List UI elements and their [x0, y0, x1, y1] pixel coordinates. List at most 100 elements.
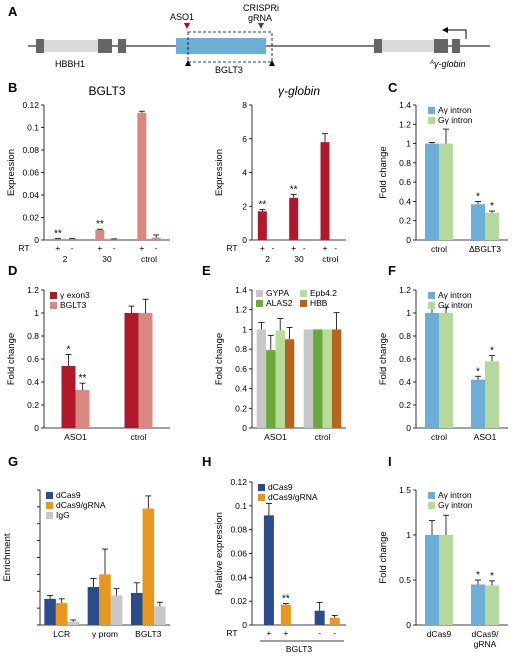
F-category-label: ASO1: [474, 432, 497, 442]
E-legend-label: HBB: [310, 298, 328, 308]
I-category-label: dCas9/: [472, 629, 500, 639]
chart-i: 0 0.5 1 1.5 Fold change dCas9 * * dCas9/gRNA Aγ i…: [378, 485, 508, 649]
E-legend-label: Epb4.2: [310, 288, 337, 298]
G-bar: [67, 621, 79, 625]
D-bar: [75, 390, 90, 428]
B2-bar: [320, 142, 330, 240]
hbbh1-label: HBBH1: [55, 59, 85, 69]
C-bar: [485, 213, 499, 240]
H-significance-mark: **: [282, 594, 290, 605]
D-legend-label: γ exon3: [60, 290, 90, 300]
G-bar: [44, 598, 56, 625]
B1-significance-mark: **: [96, 219, 104, 230]
region-left-marker: [185, 60, 191, 66]
panel-letter-d: D: [8, 263, 17, 278]
B1-y-tick-label: 0.06: [22, 168, 39, 178]
I-y-tick-label: 0.5: [399, 575, 411, 585]
region-right-marker: [269, 60, 275, 66]
E-y-tick-label: 1: [242, 324, 247, 334]
C-y-tick-label: 1.4: [399, 100, 411, 110]
G-legend-swatch: [46, 502, 53, 509]
H-y-tick-label: 0.08: [230, 525, 247, 535]
E-bar: [266, 350, 276, 428]
E-legend-swatch: [300, 290, 307, 297]
H-bar: [263, 515, 274, 625]
ag-sup: A: [429, 60, 434, 66]
panel-letter-f: F: [388, 263, 396, 278]
B2-bar: [257, 211, 267, 240]
H-y-tick-label: 0.06: [230, 549, 247, 559]
B2-group-label: 2: [265, 254, 270, 264]
H-rt-sign: -: [318, 628, 321, 638]
ag-exon-2: [434, 39, 448, 53]
G-bar: [154, 606, 166, 625]
H-y-tick-label: 0.12: [230, 477, 247, 487]
I-legend-swatch: [428, 492, 435, 499]
C-bar: [425, 143, 439, 240]
B1-y-tick-label: 0.12: [22, 100, 39, 110]
panel-letter-a: A: [8, 4, 18, 19]
panel-letter-c: C: [388, 80, 398, 95]
I-legend-label: Gγ intron: [438, 500, 473, 510]
B2-rt-sign: -: [272, 243, 275, 253]
bglt3-region-box: [187, 31, 273, 63]
E-y-tick-label: 0.6: [235, 364, 247, 374]
C-y-tick-label: 0.6: [399, 177, 411, 187]
I-significance-mark: *: [476, 570, 480, 581]
D-y-tick-label: 0: [34, 423, 39, 433]
panel-letter-e: E: [202, 263, 211, 278]
B2-y-tick-label: 2: [242, 201, 247, 211]
E-y-tick-label: 0.2: [235, 403, 247, 413]
B2-rt-sign: +: [291, 243, 296, 253]
chart-h: 0 0.02 0.04 0.06 0.08 0.1 0.12 Relative express…: [214, 477, 346, 654]
ag-globin-label: Aγ-globin: [429, 59, 466, 69]
G-y-axis-label: Enrichment: [2, 533, 13, 581]
E-category-label: ctrol: [314, 432, 330, 442]
B2-bar: [268, 239, 278, 241]
I-significance-mark: *: [490, 571, 494, 582]
C-y-tick-label: 0.2: [399, 216, 411, 226]
C-category-label: ΔBGLT3: [469, 244, 501, 254]
B2-rt-sign: -: [334, 243, 337, 253]
B2-y-tick-label: 0: [242, 235, 247, 245]
H-y-axis-label: Relative expression: [214, 512, 225, 595]
hbbh1-exon-3: [118, 39, 126, 53]
E-y-tick-label: 0.8: [235, 344, 247, 354]
B2-y-axis-label: Expression: [214, 149, 225, 196]
bglt3-gene: [176, 38, 266, 54]
G-bar: [131, 592, 143, 625]
D-legend-label: BGLT3: [60, 300, 87, 310]
D-category-label: ctrol: [130, 432, 146, 442]
panel-letter-g: G: [8, 454, 18, 469]
E-category-label: ASO1: [264, 432, 287, 442]
C-significance-mark: *: [490, 201, 494, 212]
F-legend-label: Gγ intron: [438, 300, 473, 310]
F-y-tick-label: 0.4: [399, 377, 411, 387]
F-significance-mark: *: [476, 366, 480, 377]
F-bar: [485, 361, 499, 428]
B2-rt-sign: +: [323, 243, 328, 253]
B1-group-label: ctrol: [141, 254, 157, 264]
D-bar: [61, 365, 76, 428]
H-rt-sign: +: [283, 628, 288, 638]
B1-group-label: 2: [63, 254, 68, 264]
F-y-tick-label: 0: [406, 423, 411, 433]
I-bar: [425, 535, 439, 625]
I-bar: [485, 585, 499, 625]
aso1-label: ASO1: [170, 12, 194, 22]
ag-gene: [382, 40, 434, 52]
B1-rt-sign: -: [71, 243, 74, 253]
B1-y-axis-label: Expression: [6, 149, 17, 196]
C-bar: [439, 143, 453, 240]
crispri-marker: [258, 23, 264, 29]
chart-g: Enrichment LCR γ prom BGLT3 dCas9dCas9/gRNAI…: [2, 489, 170, 639]
D-y-tick-label: 1: [34, 308, 39, 318]
B1-rt-sign: +: [97, 243, 102, 253]
B2-bar: [289, 197, 299, 240]
C-legend-label: Gγ intron: [438, 115, 473, 125]
D-bar: [138, 313, 153, 428]
D-y-tick-label: 0.4: [27, 377, 39, 387]
B1-bar: [95, 229, 105, 240]
H-rt-sign: -: [333, 628, 336, 638]
